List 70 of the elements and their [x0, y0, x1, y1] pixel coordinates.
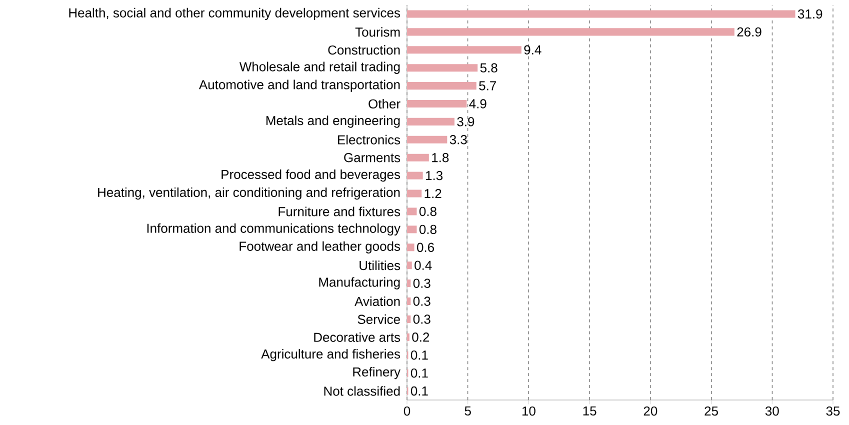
x-tick-label: 25 — [704, 406, 718, 416]
data-label: 0.1 — [410, 386, 428, 396]
bar — [407, 10, 796, 18]
data-label: 31.9 — [798, 9, 822, 19]
y-tick-label: Agriculture and fisheries — [261, 349, 400, 362]
y-tick-label: Decorative arts — [314, 332, 400, 342]
data-label: 0.6 — [417, 242, 434, 252]
y-tick-label: Heating, ventilation, air conditioning and refrigeration — [98, 187, 400, 200]
bar — [407, 315, 411, 323]
bar — [407, 154, 429, 162]
data-label: 1.3 — [426, 170, 443, 180]
data-label: 0.8 — [419, 224, 436, 234]
y-tick-label: Refinery — [353, 367, 401, 380]
data-label: 0.3 — [413, 314, 430, 324]
data-label: 5.7 — [479, 81, 496, 90]
data-label: 0.8 — [419, 206, 436, 216]
data-label: 0.4 — [414, 260, 432, 270]
y-tick-label: Health, social and other community development services — [69, 8, 400, 20]
x-tick-label: 10 — [522, 406, 536, 416]
y-tick-label: Tourism — [355, 27, 400, 37]
bar — [407, 244, 414, 252]
y-tick-label: Service — [358, 314, 400, 324]
y-tick-label: Garments — [344, 153, 400, 162]
y-tick-label: Construction — [328, 45, 400, 55]
y-tick-label: Other — [368, 98, 400, 109]
data-label: 0.3 — [413, 278, 430, 288]
y-tick-label: Metals and engineering — [266, 116, 400, 128]
bar — [407, 100, 467, 108]
bar — [407, 280, 411, 288]
bar — [407, 136, 448, 144]
bar — [407, 82, 476, 90]
bar — [407, 64, 478, 72]
bar — [407, 297, 411, 306]
x-tick-label: 30 — [765, 406, 779, 416]
bar — [407, 172, 423, 180]
data-label: 0.3 — [413, 296, 430, 306]
x-tick-label: 35 — [826, 406, 840, 416]
y-tick-label: Not classified — [324, 386, 400, 396]
data-label: 3.3 — [450, 135, 467, 144]
bar — [407, 208, 417, 216]
data-label: 9.4 — [524, 45, 542, 54]
y-tick-label: Furniture and fixtures — [278, 206, 400, 216]
y-tick-label: Manufacturing — [319, 277, 400, 290]
bar — [407, 118, 454, 126]
data-label: 5.8 — [480, 63, 498, 72]
x-tick-label: 15 — [583, 406, 596, 416]
y-tick-label: Electronics — [338, 134, 400, 144]
bar — [407, 226, 417, 234]
data-label: 4.9 — [469, 99, 486, 108]
y-tick-label: Footwear and leather goods — [240, 241, 400, 254]
bar — [407, 28, 734, 36]
data-label: 0.2 — [412, 332, 430, 342]
data-label: 1.8 — [432, 153, 449, 162]
x-tick-label: 5 — [464, 406, 471, 416]
data-label: 3.9 — [457, 117, 474, 126]
x-tick-label: 0 — [404, 406, 410, 416]
data-label: 0.1 — [410, 350, 428, 360]
data-label: 0.1 — [410, 368, 428, 378]
y-tick-label: Utilities — [360, 260, 400, 270]
y-tick-label: Automotive and land transportation — [198, 80, 400, 92]
y-tick-label: Processed food and beverages — [222, 170, 400, 182]
y-tick-label: Information and communications technology — [147, 223, 400, 236]
x-tick-label: 20 — [644, 406, 658, 416]
data-label: 26.9 — [737, 27, 762, 37]
bar — [407, 262, 412, 270]
bar — [407, 46, 522, 54]
bar — [407, 190, 422, 198]
y-tick-label: Wholesale and retail trading — [239, 62, 400, 74]
data-label: 1.2 — [424, 188, 442, 198]
y-tick-label: Aviation — [354, 296, 400, 306]
